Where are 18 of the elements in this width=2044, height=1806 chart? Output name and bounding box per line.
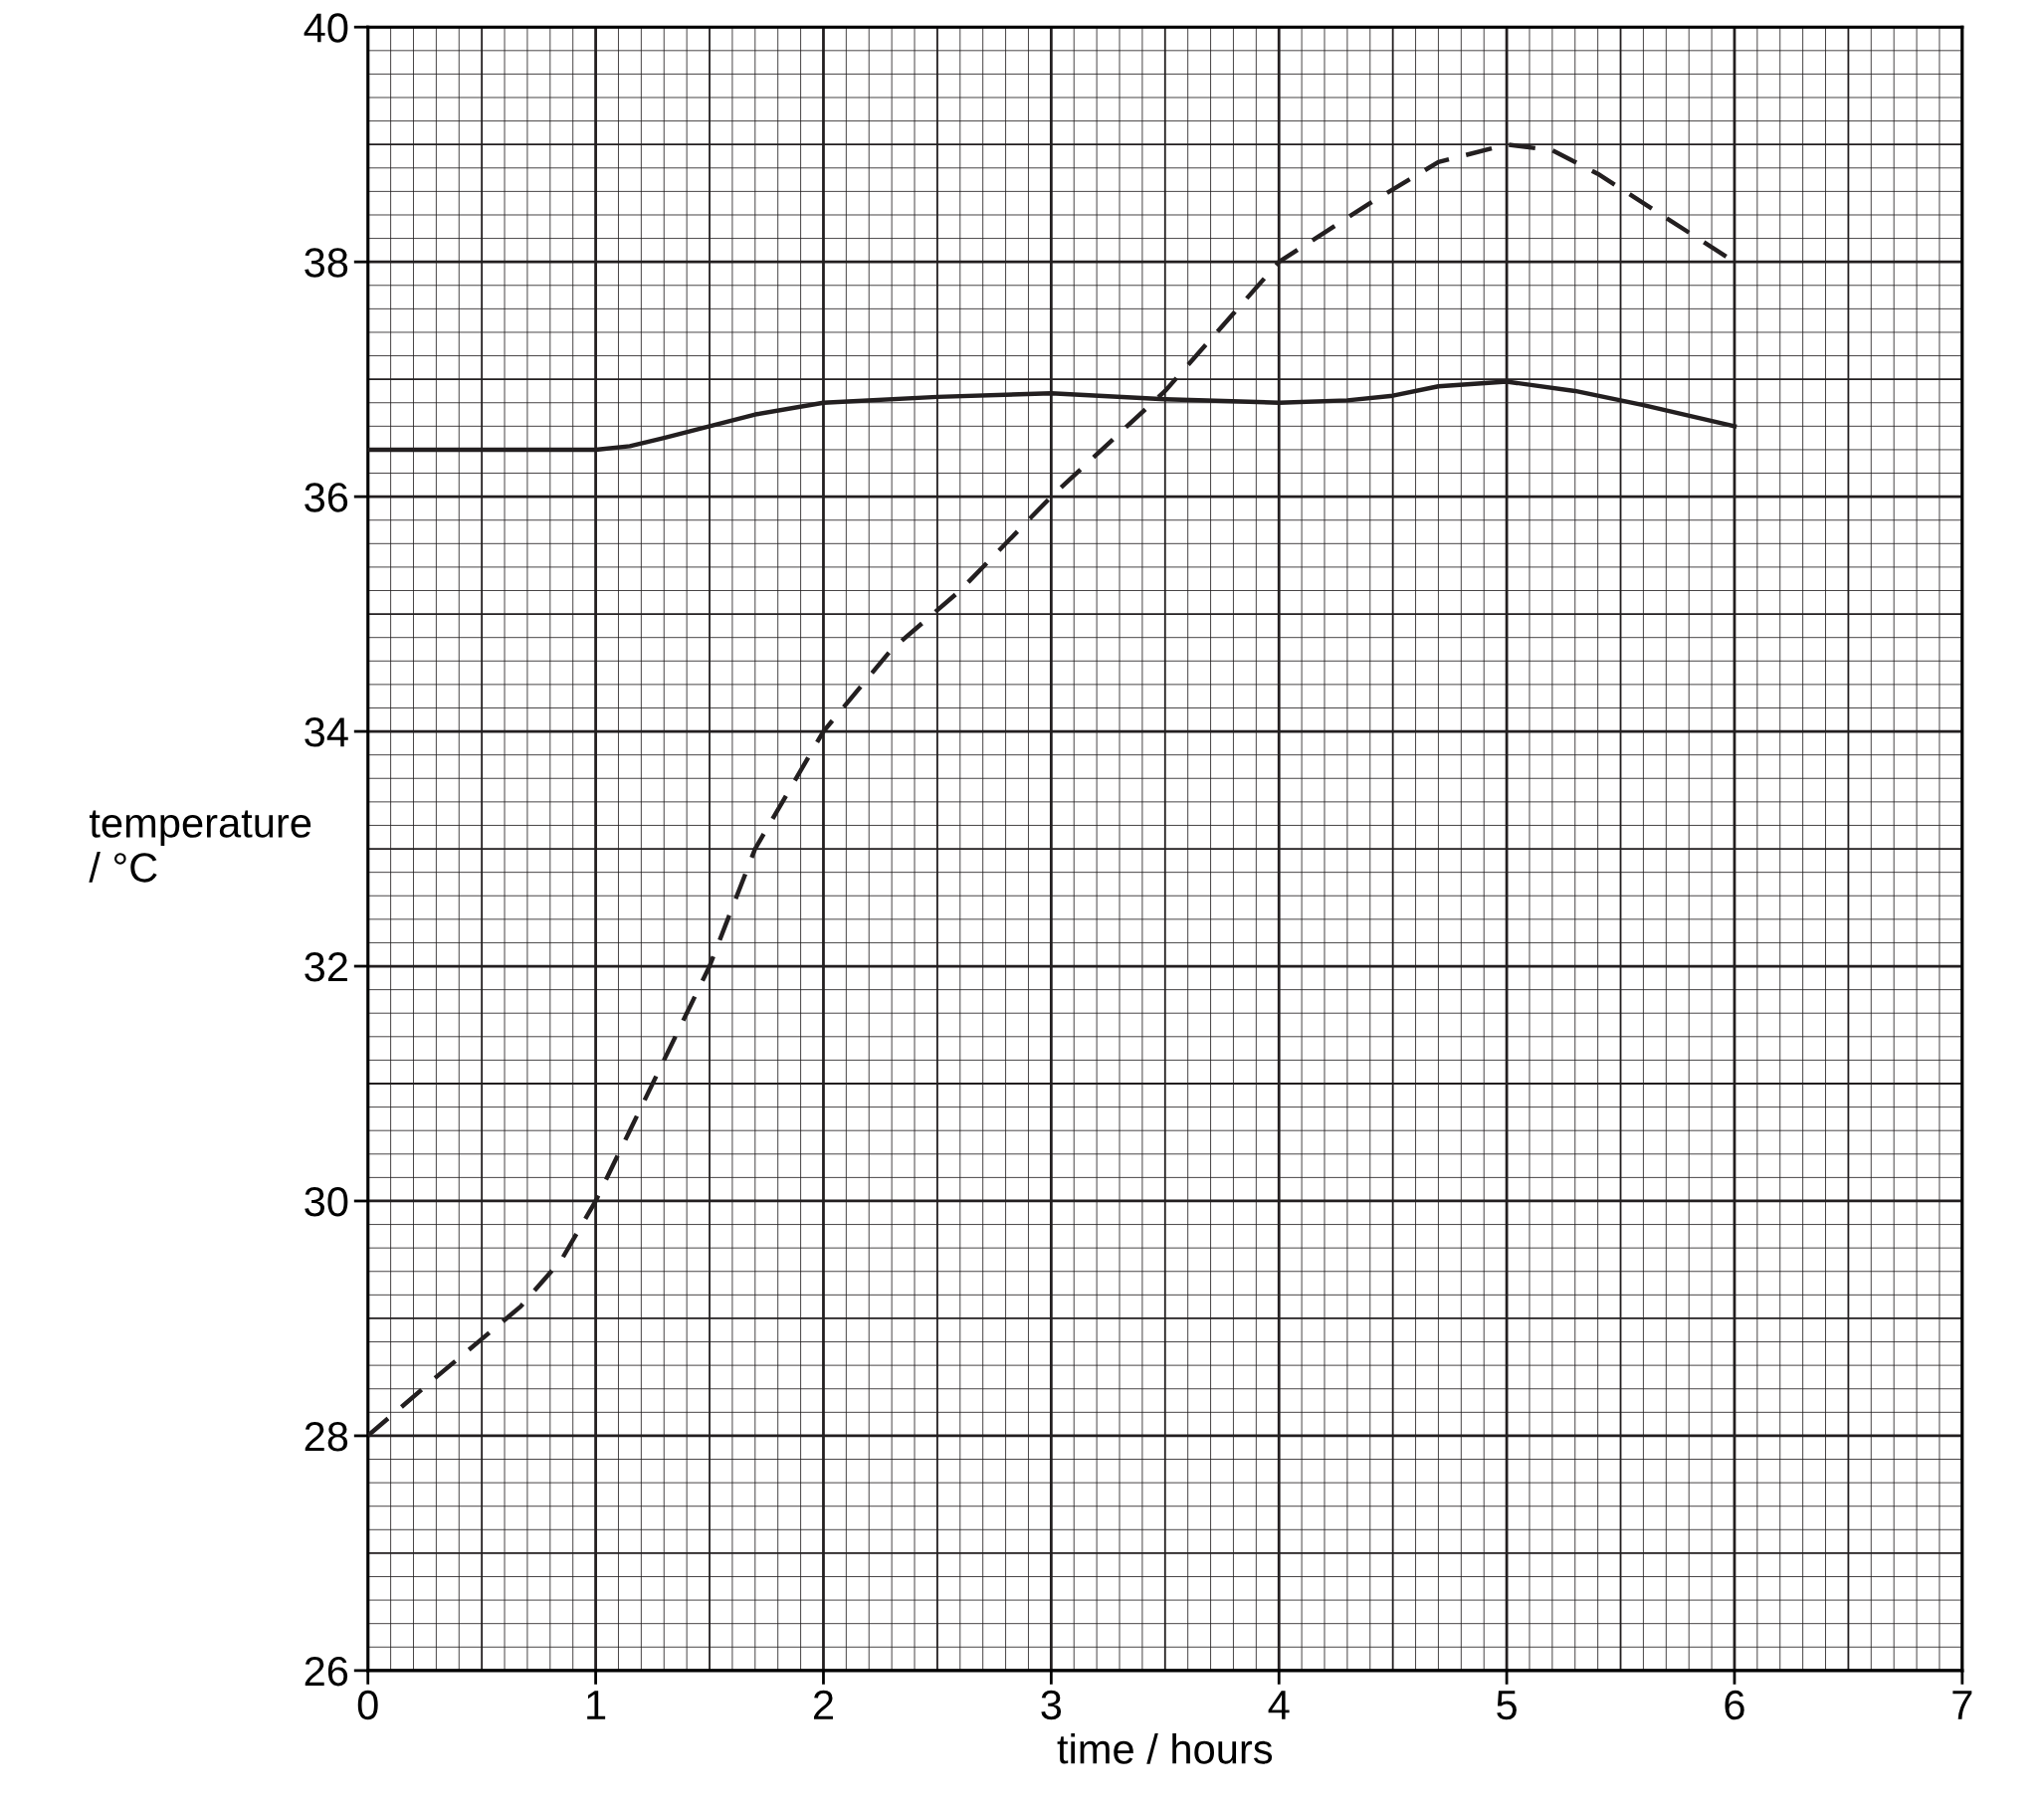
y-tick-label: 40 bbox=[304, 13, 348, 43]
x-axis-title: time / hours bbox=[1057, 1733, 1273, 1764]
x-tick-label: 6 bbox=[1725, 1690, 1744, 1720]
y-tick-label: 36 bbox=[305, 483, 348, 512]
x-tick-label: 4 bbox=[1268, 1691, 1290, 1719]
y-tick-label: 34 bbox=[305, 717, 348, 747]
x-tick-label: 2 bbox=[813, 1690, 833, 1719]
y-tick-label: 28 bbox=[305, 1421, 348, 1452]
x-tick-label: 7 bbox=[1952, 1691, 1972, 1719]
y-tick-label: 38 bbox=[305, 248, 348, 278]
y-tick-label: 32 bbox=[305, 952, 347, 982]
y-axis-title: temperature / °C bbox=[89, 810, 311, 883]
x-tick-label: 0 bbox=[357, 1690, 378, 1720]
x-tick-label: 3 bbox=[1041, 1690, 1062, 1720]
y-tick-label: 26 bbox=[305, 1656, 348, 1687]
y-tick-label: 30 bbox=[305, 1186, 348, 1217]
x-tick-label: 5 bbox=[1497, 1691, 1517, 1720]
x-tick-label: 1 bbox=[587, 1691, 606, 1719]
